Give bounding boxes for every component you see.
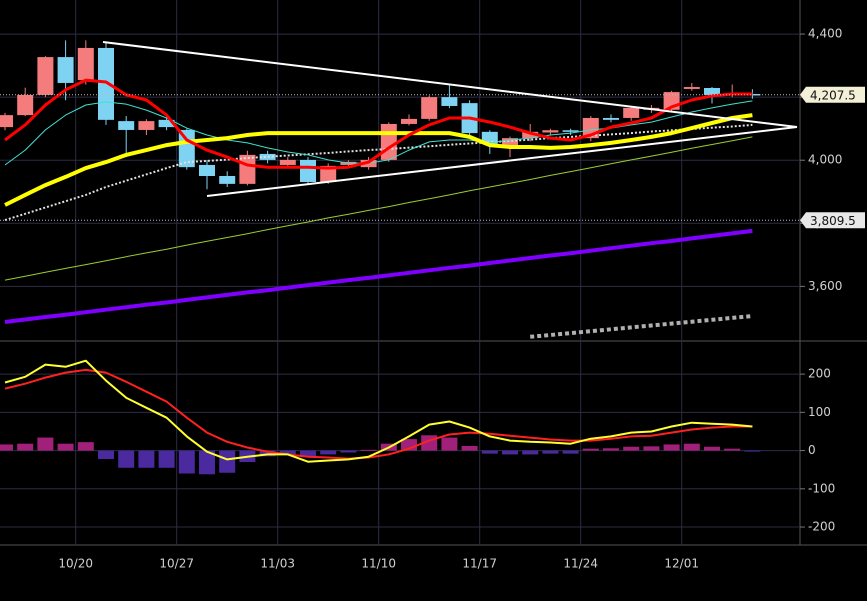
histogram-bar	[17, 443, 34, 451]
candle-body	[199, 164, 215, 176]
y-tick-label: -100	[808, 481, 835, 495]
histogram-bar	[522, 450, 539, 455]
candle-body	[704, 87, 720, 95]
histogram-bar	[643, 446, 660, 451]
candle-body	[401, 118, 417, 124]
candle-body	[380, 123, 397, 160]
candle-body	[219, 175, 236, 184]
histogram-bar	[582, 448, 599, 451]
candle-body	[0, 115, 13, 128]
line-series	[4, 368, 753, 460]
histogram-bar	[178, 450, 195, 474]
line-series	[4, 113, 753, 207]
y-tick-label: -200	[808, 520, 835, 534]
histogram-bar	[744, 450, 761, 452]
histogram-bar	[603, 448, 619, 451]
x-tick-label: 12/01	[664, 557, 699, 571]
histogram-bar	[279, 450, 296, 455]
candle-body	[37, 57, 54, 95]
histogram-bar	[663, 444, 680, 451]
line-series	[4, 123, 753, 222]
histogram-bar	[0, 444, 13, 451]
candle-body	[623, 107, 640, 118]
line-series	[4, 136, 753, 281]
histogram-bar	[77, 442, 94, 451]
candle-body	[320, 165, 337, 182]
histogram-bar	[461, 445, 478, 451]
histogram-bar	[219, 450, 236, 473]
x-tick-label: 11/24	[563, 557, 598, 571]
price-box	[800, 212, 865, 229]
y-tick-label: 100	[808, 405, 831, 419]
histogram-bar	[502, 450, 518, 455]
line-series	[530, 314, 753, 339]
candle-body	[441, 97, 458, 106]
histogram-bar	[724, 448, 741, 451]
x-tick-label: 11/03	[260, 557, 295, 571]
candle-body	[138, 121, 155, 130]
x-tick-label: 10/20	[58, 557, 93, 571]
y-tick-label: 3,600	[808, 279, 842, 293]
trendline	[206, 126, 798, 197]
candle-body	[279, 159, 296, 165]
candle-body	[522, 131, 539, 139]
y-tick-label: 0	[808, 443, 816, 457]
trendline	[102, 41, 798, 128]
histogram-bar	[623, 446, 640, 451]
histogram-bar	[138, 450, 155, 468]
line-series	[4, 228, 753, 324]
histogram-bar	[320, 450, 337, 455]
histogram-bar	[360, 449, 377, 451]
candle-body	[118, 121, 135, 130]
line-series	[4, 78, 753, 170]
y-tick-label: 4,400	[808, 27, 842, 41]
histogram-bar	[300, 450, 316, 457]
histogram-bar	[401, 439, 417, 451]
candle-body	[17, 94, 34, 116]
histogram-bar	[199, 450, 215, 475]
candle-body	[542, 130, 559, 133]
y-tick-label: 4,000	[808, 153, 842, 167]
histogram-bar	[98, 450, 114, 459]
candle-body	[481, 131, 498, 144]
candle-body	[57, 57, 74, 83]
candle-body	[300, 159, 316, 182]
histogram-bar	[562, 450, 579, 454]
candle-body	[562, 130, 579, 132]
line-series	[4, 100, 753, 166]
price-label: 4,207.5	[810, 88, 856, 102]
histogram-bar	[37, 437, 54, 451]
candle-body	[421, 97, 438, 119]
candle-body	[158, 119, 175, 128]
x-tick-label: 11/10	[361, 557, 396, 571]
histogram-bar	[118, 450, 135, 468]
y-tick-label: 200	[808, 367, 831, 381]
candle-body	[178, 129, 195, 168]
labels: 3,6003,8004,0004,2004,4004,207.53,809.51…	[58, 27, 865, 571]
candle-body	[603, 117, 619, 120]
marks	[0, 40, 800, 475]
histogram-bar	[441, 437, 458, 451]
histogram-bar	[542, 450, 559, 454]
x-tick-label: 11/17	[462, 557, 497, 571]
histogram-bar	[340, 450, 357, 453]
histogram-bar	[158, 450, 175, 468]
histogram-bar	[683, 443, 700, 451]
histogram-bar	[704, 446, 720, 451]
price-label: 3,809.5	[810, 214, 856, 228]
line-series	[4, 359, 753, 463]
histogram-bar	[57, 443, 74, 451]
x-tick-label: 10/27	[159, 557, 194, 571]
candle-body	[683, 87, 700, 89]
candle-body	[259, 153, 276, 160]
price-box	[800, 86, 865, 103]
candle-body	[77, 47, 94, 81]
candle-body	[502, 138, 518, 146]
histogram-bar	[481, 450, 498, 454]
